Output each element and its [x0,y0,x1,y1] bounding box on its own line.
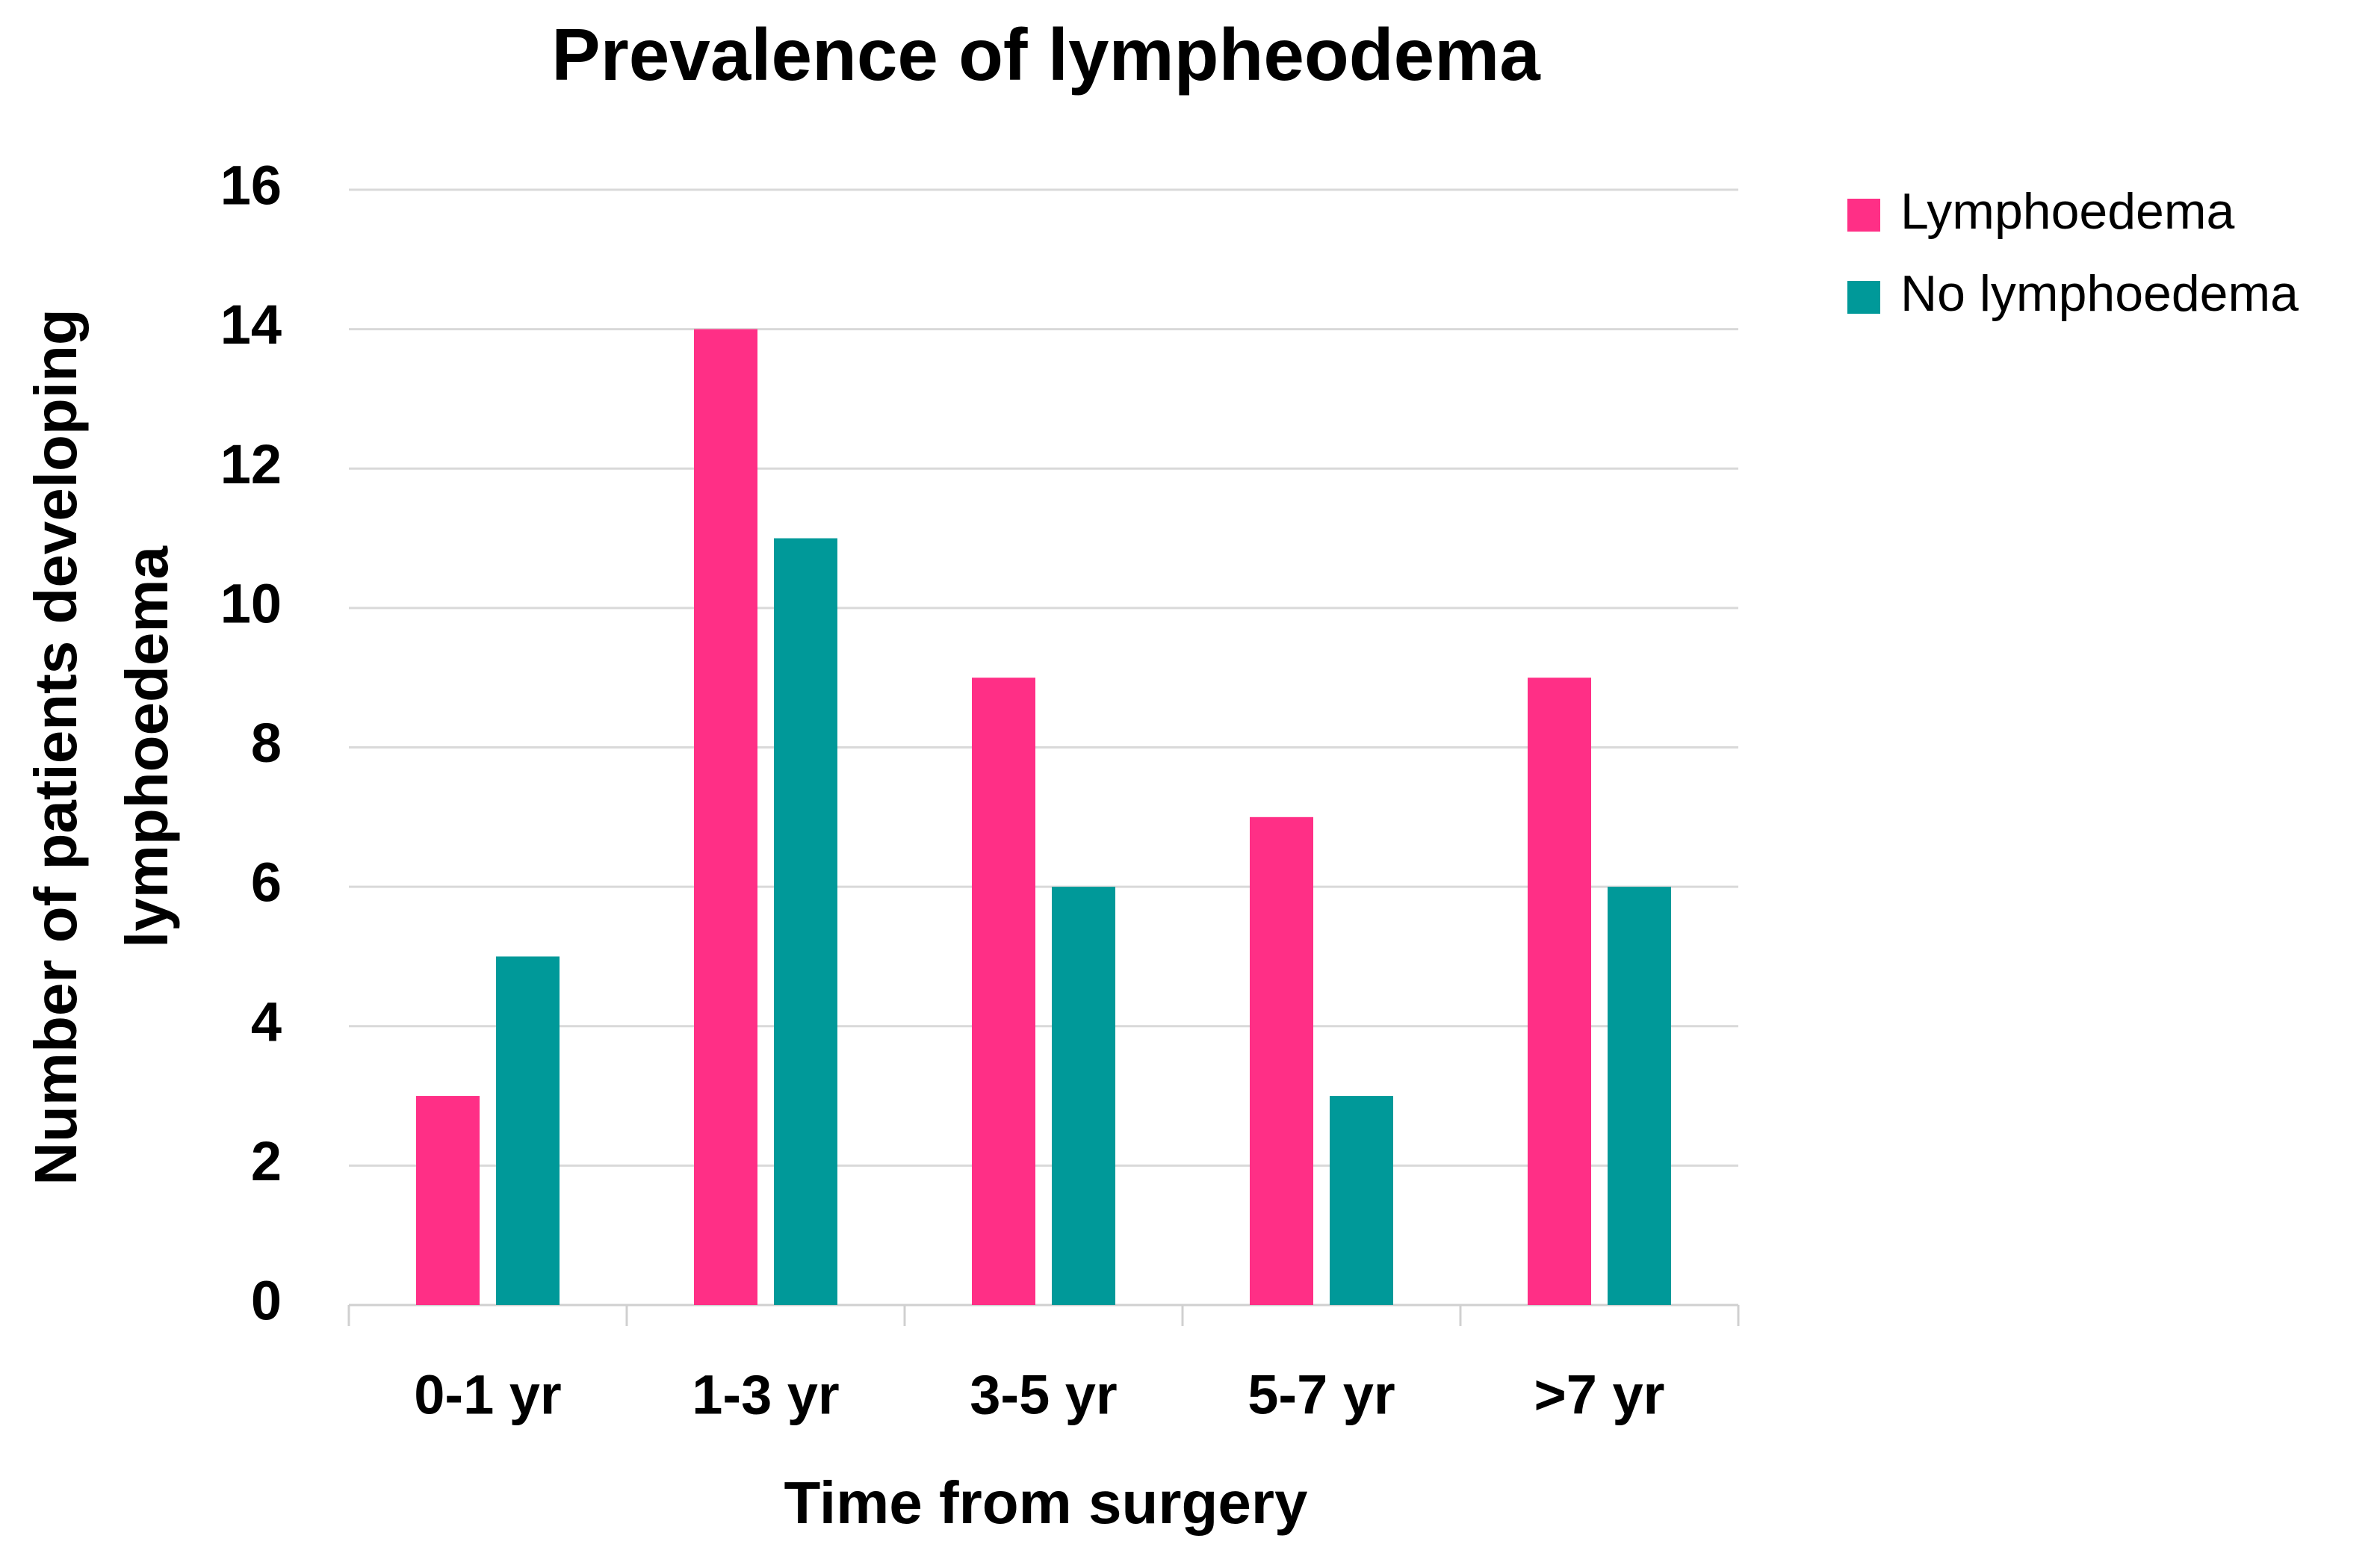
bar [1608,887,1671,1305]
y-tick-label: 0 [251,1270,282,1332]
y-tick-label: 4 [251,991,282,1053]
y-tick-label: 6 [251,852,282,914]
y-axis-title: Number of patients developing [22,309,89,1185]
y-axis-title: lymphoedema [114,546,180,948]
y-tick-label: 16 [220,155,282,217]
bar [1052,887,1115,1305]
x-tick-label: 0-1 yr [414,1364,561,1426]
x-tick-label: >7 yr [1534,1364,1665,1426]
bar [694,329,757,1305]
legend-swatch [1847,199,1880,232]
x-tick-label: 5-7 yr [1248,1364,1395,1426]
y-tick-label: 12 [220,433,282,495]
x-tick-label: 3-5 yr [970,1364,1117,1426]
bar [496,956,560,1305]
x-tick-label: 1-3 yr [692,1364,839,1426]
bar [1250,816,1313,1305]
x-axis-title: Time from surgery [784,1469,1308,1536]
legend-label: No lymphoedema [1900,265,2299,322]
bar [1528,678,1591,1305]
y-tick-label: 14 [220,294,282,356]
y-tick-label: 2 [251,1130,282,1192]
legend-label: Lymphoedema [1900,183,2234,240]
y-tick-label: 8 [251,712,282,774]
bar [1330,1096,1393,1305]
legend-swatch [1847,281,1880,314]
chart-title: Prevalence of lympheodema [551,13,1541,96]
y-tick-label: 10 [220,572,282,634]
bar [972,678,1035,1305]
bar [416,1096,480,1305]
bar [774,538,837,1305]
